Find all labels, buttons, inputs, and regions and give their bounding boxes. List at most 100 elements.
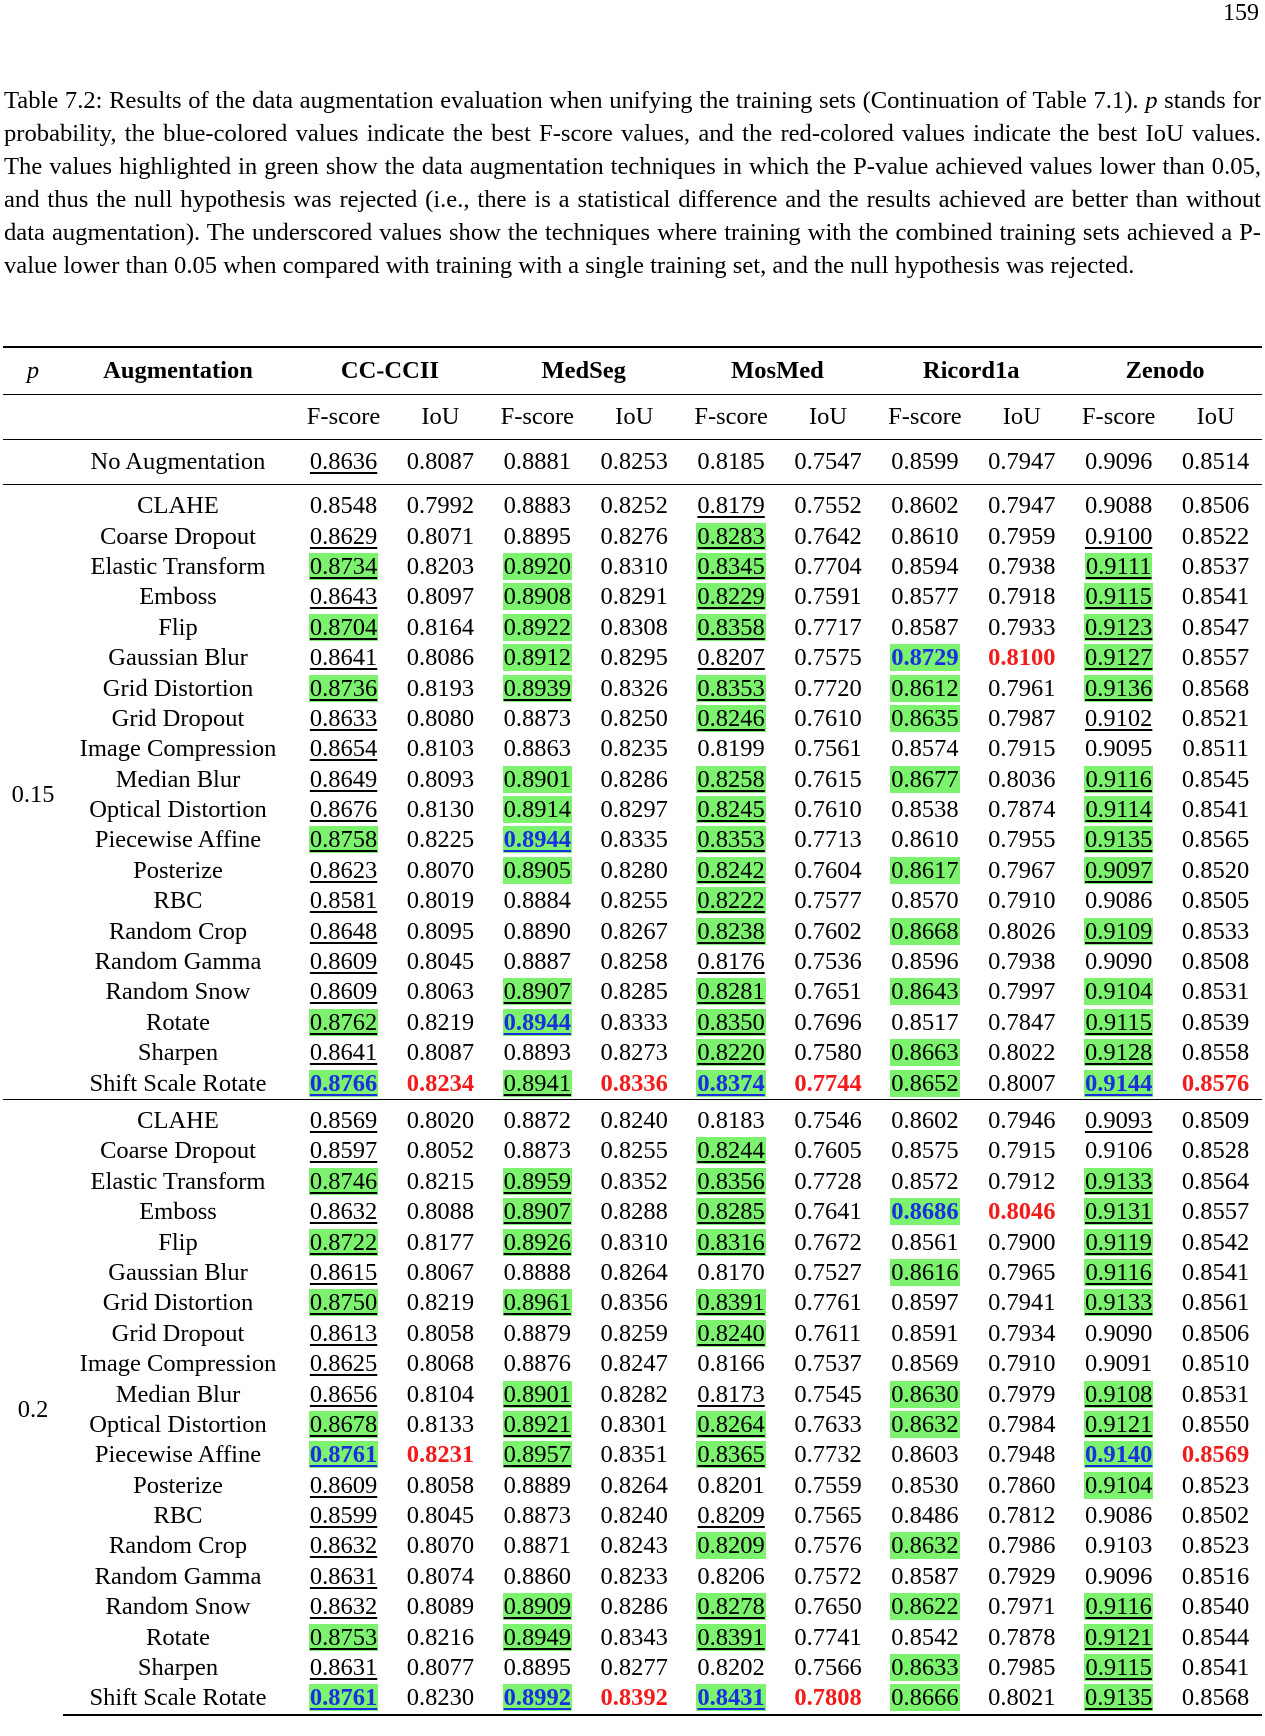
ricord1a-fscore-cell: 0.8643 xyxy=(874,977,975,1007)
zenodo-iou-cell: 0.8506 xyxy=(1169,1319,1262,1349)
zenodo-fscore-cell-value: 0.9115 xyxy=(1084,1654,1153,1682)
zenodo-fscore-cell: 0.9133 xyxy=(1068,1167,1169,1197)
medseg-fscore-cell: 0.8873 xyxy=(487,704,588,734)
augmentation-name: Image Compression xyxy=(79,735,277,763)
table-row: Piecewise Affine 0.8758 0.8225 0.8944 0.8335… xyxy=(3,825,1262,855)
mosmed-iou-cell: 0.7642 xyxy=(782,521,875,551)
cc-ccii-fscore-cell: 0.8615 xyxy=(293,1258,394,1288)
zenodo-iou-cell-value: 0.8544 xyxy=(1181,1623,1250,1651)
ricord1a-iou-cell: 0.7812 xyxy=(975,1501,1068,1531)
cc-ccii-fscore-cell-value: 0.8609 xyxy=(309,1471,378,1499)
medseg-iou-cell-value: 0.8233 xyxy=(600,1562,668,1590)
mosmed-fscore-cell-value: 0.8176 xyxy=(697,948,765,976)
subheader-empty xyxy=(3,394,63,440)
medseg-iou-cell-value: 0.8336 xyxy=(600,1069,668,1097)
cc-ccii-iou-cell-value: 0.8225 xyxy=(406,826,475,854)
medseg-fscore-cell: 0.8907 xyxy=(487,977,588,1007)
mosmed-iou-cell: 0.7604 xyxy=(782,856,875,886)
mosmed-fscore-cell: 0.8173 xyxy=(681,1379,782,1409)
zenodo-iou-cell-value: 0.8505 xyxy=(1181,887,1250,915)
medseg-fscore-cell-value: 0.8914 xyxy=(502,796,573,824)
subheader-iou: IoU xyxy=(781,394,875,440)
augmentation-name: Shift Scale Rotate xyxy=(63,1683,293,1716)
zenodo-iou-cell: 0.8516 xyxy=(1169,1562,1262,1592)
zenodo-iou-cell: 0.8541 xyxy=(1169,1258,1262,1288)
ricord1a-fscore-cell-value: 0.8602 xyxy=(891,492,959,520)
cc-ccii-iou-cell-value: 0.8058 xyxy=(406,1471,475,1499)
zenodo-iou-cell-value: 0.8565 xyxy=(1181,826,1250,854)
mosmed-iou-cell-value: 0.7713 xyxy=(794,826,862,854)
zenodo-iou-cell-value: 0.8509 xyxy=(1181,1107,1250,1134)
zenodo-fscore-cell: 0.9127 xyxy=(1068,643,1169,673)
ricord1a-iou-cell-value: 0.8026 xyxy=(988,917,1056,945)
cc-ccii-iou-cell-value: 0.8067 xyxy=(406,1258,475,1286)
cc-ccii-iou-cell: 0.8203 xyxy=(394,552,487,582)
augmentation-name: Random Crop xyxy=(108,1532,248,1560)
ricord1a-fscore-cell-value: 0.8643 xyxy=(890,978,960,1006)
zenodo-fscore-cell: 0.9128 xyxy=(1068,1038,1169,1068)
table-row: Random Gamma 0.8631 0.8074 0.8860 0.8233 0.82… xyxy=(3,1562,1262,1592)
mosmed-iou-cell: 0.7552 xyxy=(781,484,875,522)
header-p: p xyxy=(26,357,40,384)
mosmed-iou-cell-value: 0.7651 xyxy=(794,978,862,1006)
zenodo-iou-cell-value: 0.8537 xyxy=(1181,552,1250,580)
medseg-iou-cell: 0.8240 xyxy=(587,1098,681,1137)
ricord1a-iou-cell: 0.7847 xyxy=(975,1008,1068,1038)
ricord1a-fscore-cell-value: 0.8574 xyxy=(891,735,959,763)
ricord1a-iou-cell: 0.8100 xyxy=(975,643,1068,673)
header-medseg: MedSeg xyxy=(541,357,626,384)
ricord1a-iou-cell: 0.7965 xyxy=(975,1258,1068,1288)
zenodo-fscore-cell: 0.9115 xyxy=(1068,582,1169,612)
ricord1a-iou-cell: 0.7918 xyxy=(975,582,1068,612)
medseg-iou-cell: 0.8264 xyxy=(588,1258,681,1288)
cc-ccii-fscore-cell: 0.8654 xyxy=(293,734,394,764)
table-row: Image Compression 0.8654 0.8103 0.8863 0.823… xyxy=(3,734,1262,764)
subheader-fscore: F-score xyxy=(680,394,782,440)
zenodo-fscore-cell-value: 0.9123 xyxy=(1083,613,1154,641)
cc-ccii-iou-cell: 0.8177 xyxy=(394,1227,487,1257)
medseg-iou-cell-value: 0.8258 xyxy=(600,948,668,976)
medseg-fscore-cell-value: 0.8922 xyxy=(502,613,573,641)
table-row: Optical Distortion 0.8678 0.8133 0.8921 0.83… xyxy=(3,1410,1262,1440)
mosmed-fscore-cell-value: 0.8353 xyxy=(696,826,766,854)
zenodo-fscore-cell: 0.9102 xyxy=(1068,704,1169,734)
augmentation-name: Posterize xyxy=(133,856,223,884)
cc-ccii-fscore-cell: 0.8746 xyxy=(293,1167,394,1197)
subheader-iou: IoU xyxy=(587,394,681,440)
medseg-fscore-cell: 0.8959 xyxy=(487,1167,588,1197)
zenodo-iou-cell: 0.8541 xyxy=(1169,795,1262,825)
zenodo-iou-cell-value: 0.8557 xyxy=(1181,644,1250,672)
mosmed-iou-cell: 0.7732 xyxy=(782,1440,875,1470)
ricord1a-fscore-cell: 0.8677 xyxy=(874,765,975,795)
medseg-iou-cell-value: 0.8351 xyxy=(600,1441,668,1469)
ricord1a-iou-cell-value: 0.8046 xyxy=(988,1198,1056,1226)
cc-ccii-fscore-cell-value: 0.8632 xyxy=(309,1198,378,1226)
zenodo-fscore-cell: 0.9109 xyxy=(1068,916,1169,946)
cc-ccii-iou-cell-value: 0.8089 xyxy=(406,1593,475,1621)
zenodo-fscore-cell-value: 0.9093 xyxy=(1084,1107,1153,1134)
medseg-iou-cell: 0.8392 xyxy=(587,1683,681,1716)
medseg-fscore-cell-value: 0.8949 xyxy=(502,1623,573,1651)
ricord1a-iou-cell: 0.8046 xyxy=(975,1197,1068,1227)
zenodo-iou-cell-value: 0.8506 xyxy=(1181,492,1250,520)
medseg-iou-cell-value: 0.8285 xyxy=(600,978,668,1006)
medseg-fscore-cell-value: 0.8907 xyxy=(502,978,573,1006)
cc-ccii-fscore-cell: 0.8734 xyxy=(293,552,394,582)
mosmed-fscore-cell-value: 0.8238 xyxy=(696,917,766,945)
medseg-iou-cell: 0.8343 xyxy=(588,1622,681,1652)
cc-ccii-fscore-cell-value: 0.8750 xyxy=(308,1289,379,1317)
zenodo-iou-cell: 0.8540 xyxy=(1169,1592,1262,1622)
zenodo-fscore-cell-value: 0.9133 xyxy=(1083,1167,1154,1195)
medseg-fscore-cell: 0.8883 xyxy=(486,484,588,522)
zenodo-fscore-cell: 0.9104 xyxy=(1068,977,1169,1007)
medseg-fscore-cell-value: 0.8876 xyxy=(503,1350,572,1378)
results-table: p Augmentation CC-CCII MedSeg MosMed Ric… xyxy=(3,346,1262,1716)
subheader-fscore: F-score xyxy=(486,394,588,440)
ricord1a-iou-cell: 0.8021 xyxy=(975,1683,1069,1716)
cc-ccii-iou-cell-value: 0.8164 xyxy=(406,613,475,641)
zenodo-iou-cell-value: 0.8520 xyxy=(1181,856,1250,884)
ricord1a-iou-cell-value: 0.7948 xyxy=(988,1441,1056,1469)
ricord1a-iou-cell-value: 0.7878 xyxy=(988,1623,1056,1651)
table-row: 0.2 CLAHE 0.8569 0.8020 0.8872 0.8240 0.8183 0.… xyxy=(3,1098,1262,1715)
mosmed-fscore-cell: 0.8345 xyxy=(681,552,782,582)
